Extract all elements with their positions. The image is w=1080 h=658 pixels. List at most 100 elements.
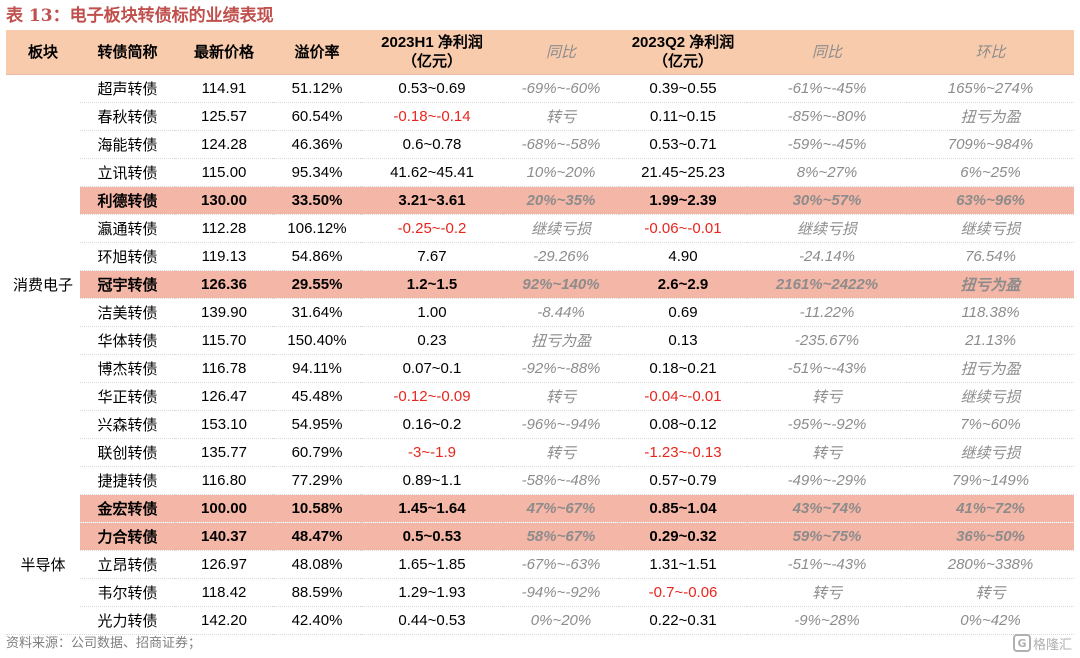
bond-name-cell: 海能转债 bbox=[80, 130, 175, 159]
q2-profit-cell: 1.99~2.39 bbox=[619, 186, 747, 215]
price-cell: 115.00 bbox=[175, 158, 273, 187]
header-q2-profit-line1: 2023Q2 净利润 bbox=[631, 34, 735, 51]
h1-yoy-cell: 92%~140% bbox=[503, 270, 619, 299]
q2-yoy-cell: -49%~-29% bbox=[747, 466, 907, 495]
premium-cell: 150.40% bbox=[273, 326, 361, 355]
price-cell: 140.37 bbox=[175, 522, 273, 551]
q2-qoq-cell: 280%~338% bbox=[907, 550, 1074, 579]
price-cell: 142.20 bbox=[175, 606, 273, 635]
table-title: 表 13：电子板块转债标的业绩表现 bbox=[6, 6, 274, 26]
header-q2-yoy: 同比 bbox=[747, 30, 907, 75]
h1-yoy-cell: 20%~35% bbox=[503, 186, 619, 215]
price-cell: 116.78 bbox=[175, 354, 273, 383]
q2-yoy-cell: -95%~-92% bbox=[747, 410, 907, 439]
header-h1-yoy: 同比 bbox=[503, 30, 619, 75]
q2-profit-cell: 0.29~0.32 bbox=[619, 522, 747, 551]
table-header: 板块 转债简称 最新价格 溢价率 2023H1 净利润 （亿元） 同比 2023… bbox=[6, 30, 1074, 75]
table-row: 博杰转债 116.78 94.11% 0.07~0.1 -92%~-88% 0.18~0.… bbox=[6, 354, 1074, 383]
h1-profit-cell: 0.07~0.1 bbox=[361, 354, 503, 383]
table-row: 瀛通转债 112.28 106.12% -0.25~-0.2 继续亏损 -0.06~-0.… bbox=[6, 214, 1074, 243]
q2-qoq-cell: 41%~72% bbox=[907, 494, 1074, 523]
premium-cell: 51.12% bbox=[273, 74, 361, 103]
price-cell: 125.57 bbox=[175, 102, 273, 131]
header-h1-profit-line2: （亿元） bbox=[401, 53, 462, 70]
h1-yoy-cell: 转亏 bbox=[503, 438, 619, 467]
h1-profit-cell: -3~-1.9 bbox=[361, 438, 503, 467]
watermark: G 格隆汇 bbox=[1012, 630, 1072, 656]
price-cell: 153.10 bbox=[175, 410, 273, 439]
bond-name-cell: 超声转债 bbox=[80, 74, 175, 103]
header-premium: 溢价率 bbox=[273, 30, 361, 75]
h1-profit-cell: 3.21~3.61 bbox=[361, 186, 503, 215]
table-row: 海能转债 124.28 46.36% 0.6~0.78 -68%~-58% 0.53~0.… bbox=[6, 130, 1074, 159]
q2-yoy-cell: 43%~74% bbox=[747, 494, 907, 523]
q2-qoq-cell: 118.38% bbox=[907, 298, 1074, 327]
q2-yoy-cell: 转亏 bbox=[747, 382, 907, 411]
h1-yoy-cell: 47%~67% bbox=[503, 494, 619, 523]
bond-name-cell: 兴森转债 bbox=[80, 410, 175, 439]
q2-profit-cell: 0.57~0.79 bbox=[619, 466, 747, 495]
h1-yoy-cell: 10%~20% bbox=[503, 158, 619, 187]
premium-cell: 31.64% bbox=[273, 298, 361, 327]
premium-cell: 94.11% bbox=[273, 354, 361, 383]
bond-name-cell: 捷捷转债 bbox=[80, 466, 175, 495]
premium-cell: 106.12% bbox=[273, 214, 361, 243]
h1-profit-cell: 0.89~1.1 bbox=[361, 466, 503, 495]
h1-yoy-cell: 58%~67% bbox=[503, 522, 619, 551]
header-h1-profit-line1: 2023H1 净利润 bbox=[381, 34, 483, 51]
premium-cell: 54.86% bbox=[273, 242, 361, 271]
price-cell: 124.28 bbox=[175, 130, 273, 159]
h1-profit-cell: 41.62~45.41 bbox=[361, 158, 503, 187]
q2-qoq-cell: 7%~60% bbox=[907, 410, 1074, 439]
bond-name-cell: 冠宇转债 bbox=[80, 270, 175, 299]
header-row: 板块 转债简称 最新价格 溢价率 2023H1 净利润 （亿元） 同比 2023… bbox=[6, 30, 1074, 75]
bond-name-cell: 力合转债 bbox=[80, 522, 175, 551]
h1-yoy-cell: 转亏 bbox=[503, 382, 619, 411]
price-cell: 126.47 bbox=[175, 382, 273, 411]
h1-profit-cell: 1.45~1.64 bbox=[361, 494, 503, 523]
bond-name-cell: 洁美转债 bbox=[80, 298, 175, 327]
table-row: 光力转债 142.20 42.40% 0.44~0.53 0%~20% 0.22~0.31… bbox=[6, 606, 1074, 635]
table-row: 环旭转债 119.13 54.86% 7.67 -29.26% 4.90 -24.14% 76… bbox=[6, 242, 1074, 271]
bond-name-cell: 金宏转债 bbox=[80, 494, 175, 523]
q2-profit-cell: 0.85~1.04 bbox=[619, 494, 747, 523]
h1-profit-cell: 1.65~1.85 bbox=[361, 550, 503, 579]
h1-profit-cell: 0.16~0.2 bbox=[361, 410, 503, 439]
h1-profit-cell: 1.29~1.93 bbox=[361, 578, 503, 607]
price-cell: 116.80 bbox=[175, 466, 273, 495]
q2-profit-cell: 0.13 bbox=[619, 326, 747, 355]
bond-name-cell: 光力转债 bbox=[80, 606, 175, 635]
sector-label: 消费电子 bbox=[6, 74, 80, 495]
header-q2-qoq: 环比 bbox=[907, 30, 1074, 75]
bond-name-cell: 立昂转债 bbox=[80, 550, 175, 579]
h1-yoy-cell: -68%~-58% bbox=[503, 130, 619, 159]
h1-profit-cell: 0.6~0.78 bbox=[361, 130, 503, 159]
table-row: 半导体 金宏转债 100.00 10.58% 1.45~1.64 47%~67% 0.85~… bbox=[6, 494, 1074, 635]
q2-yoy-cell: -24.14% bbox=[747, 242, 907, 271]
bond-name-cell: 瀛通转债 bbox=[80, 214, 175, 243]
h1-yoy-cell: -69%~-60% bbox=[503, 74, 619, 103]
bond-name-cell: 博杰转债 bbox=[80, 354, 175, 383]
price-cell: 118.42 bbox=[175, 578, 273, 607]
table-row: 捷捷转债 116.80 77.29% 0.89~1.1 -58%~-48% 0.57~0.… bbox=[6, 466, 1074, 495]
q2-qoq-cell: 36%~50% bbox=[907, 522, 1074, 551]
h1-yoy-cell: -58%~-48% bbox=[503, 466, 619, 495]
header-sector: 板块 bbox=[6, 30, 80, 75]
premium-cell: 45.48% bbox=[273, 382, 361, 411]
q2-qoq-cell: 扭亏为盈 bbox=[907, 270, 1074, 299]
q2-yoy-cell: -51%~-43% bbox=[747, 354, 907, 383]
q2-yoy-cell: -85%~-80% bbox=[747, 102, 907, 131]
q2-qoq-cell: 6%~25% bbox=[907, 158, 1074, 187]
q2-yoy-cell: -61%~-45% bbox=[747, 74, 907, 103]
q2-yoy-cell: 2161%~2422% bbox=[747, 270, 907, 299]
q2-yoy-cell: 59%~75% bbox=[747, 522, 907, 551]
q2-qoq-cell: 转亏 bbox=[907, 578, 1074, 607]
premium-cell: 95.34% bbox=[273, 158, 361, 187]
q2-profit-cell: -1.23~-0.13 bbox=[619, 438, 747, 467]
h1-profit-cell: 0.23 bbox=[361, 326, 503, 355]
table-row: 利德转债 130.00 33.50% 3.21~3.61 20%~35% 1.99~2.3… bbox=[6, 186, 1074, 215]
header-q2-profit: 2023Q2 净利润 （亿元） bbox=[619, 30, 747, 75]
q2-profit-cell: -0.04~-0.01 bbox=[619, 382, 747, 411]
premium-cell: 54.95% bbox=[273, 410, 361, 439]
q2-profit-cell: -0.7~-0.06 bbox=[619, 578, 747, 607]
